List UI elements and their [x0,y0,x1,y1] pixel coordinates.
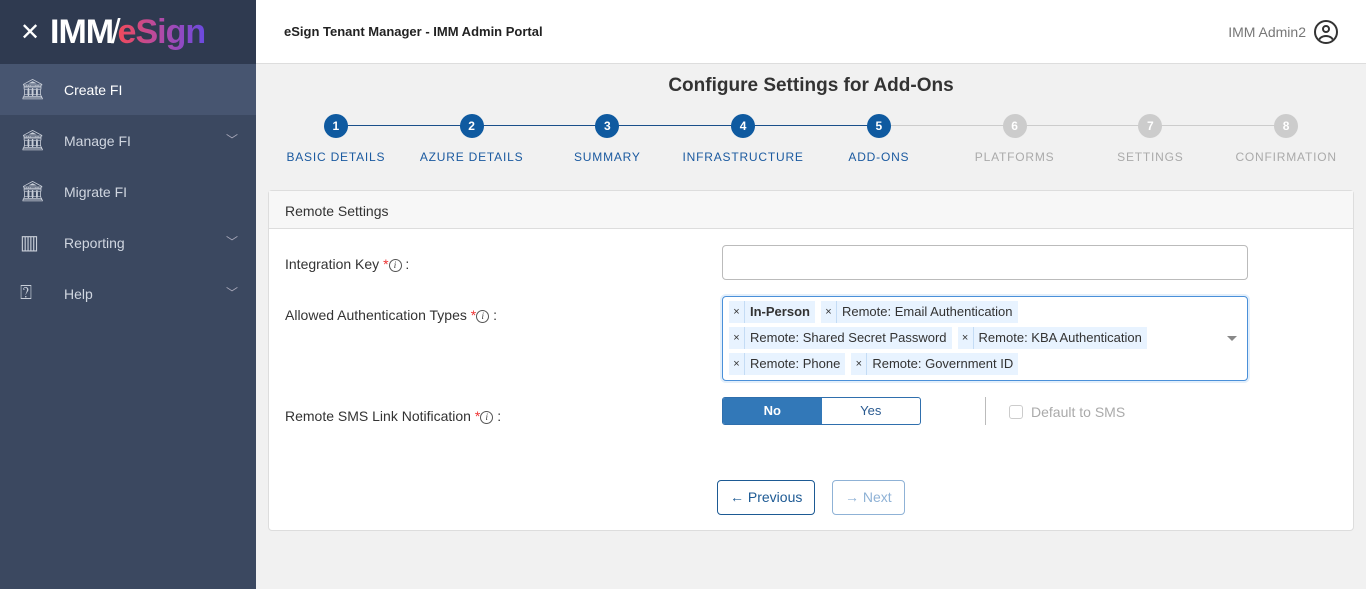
remove-chip-icon[interactable]: × [821,301,837,323]
sidebar-item-label: Create FI [64,81,123,98]
integration-key-input[interactable] [722,245,1248,280]
info-icon[interactable]: i [480,411,494,424]
auth-types-multiselect[interactable]: × In-Person × Remote: Email Authentication ×… [722,296,1248,381]
step-label: ADD-ONS [848,150,910,164]
step-7: 7 SETTINGS [1083,114,1287,164]
previous-button[interactable]: ← Previous [717,480,816,515]
default-sms-checkbox[interactable]: Default to SMS [1009,404,1125,420]
sidebar-item-label: Manage FI [64,132,131,149]
user-avatar-icon [1314,19,1338,44]
sidebar-item-help[interactable]: ⍰ Help ﹀ [0,268,256,319]
step-3: 3 SUMMARY [540,114,744,164]
step-connector [743,125,879,126]
step-number: 1 [323,114,348,138]
sms-label: Remote SMS Link Notification * i : [285,408,502,424]
step-6: 6 PLATFORMS [947,114,1151,164]
chip-label: Remote: Government ID [872,356,1014,371]
step-number: 2 [459,114,484,138]
step-number: 4 [731,114,756,138]
step-label: AZURE DETAILS [419,150,524,164]
integration-key-label: Integration Key * i : [285,256,410,272]
chip-label: Remote: Shared Secret Password [750,330,947,345]
help-bubble-icon: ⍰ [20,282,32,304]
checkbox-icon[interactable] [1009,405,1023,419]
remove-chip-icon[interactable]: × [729,301,745,323]
sidebar-item-manage-fi[interactable]: 🏛 Manage FI ﹀ [0,115,256,166]
step-connector [1014,125,1151,126]
remove-chip-icon[interactable]: × [851,353,868,375]
chip-label: Remote: KBA Authentication [978,330,1142,345]
sidebar-item-create-fi[interactable]: 🏛 Create FI [0,64,256,115]
auth-type-chip: × Remote: Government ID [851,353,1019,375]
step-connector [1150,125,1287,126]
remove-chip-icon[interactable]: × [729,353,745,375]
section-title: Remote Settings [269,191,1353,229]
step-label: INFRASTRUCTURE [682,150,804,164]
sidebar-item-label: Reporting [64,234,125,251]
chip-label: In-Person [750,304,810,319]
brand-bar: ✕ IMM / eSign [0,0,256,64]
remote-settings-card: Remote Settings Integration Key * i : All… [268,190,1354,531]
auth-type-chip: × Remote: Phone [729,353,846,375]
step-connector [335,125,472,126]
user-name: IMM Admin2 [1228,23,1306,40]
bank-plus-icon: 🏛 [20,79,46,101]
next-button[interactable]: → Next [832,480,905,515]
remove-chip-icon[interactable]: × [729,327,745,349]
step-connector [471,125,608,126]
step-number: 5 [866,114,891,138]
step-label: CONFIRMATION [1235,150,1337,164]
sidebar-item-label: Help [64,285,93,302]
bank-arrow-icon: 🏛 [20,181,46,203]
close-icon[interactable]: ✕ [20,18,41,46]
chevron-down-icon[interactable]: ﹀ [225,235,238,249]
auth-type-chip: × Remote: KBA Authentication [957,327,1147,349]
auth-type-chip: × Remote: Shared Secret Password [729,327,952,349]
step-1: 1 BASIC DETAILS [268,114,472,164]
top-bar: eSign Tenant Manager - IMM Admin Portal … [256,0,1366,64]
step-number: 7 [1138,114,1163,138]
step-2: 2 AZURE DETAILS [404,114,608,164]
auth-type-chip: × Remote: Email Authentication [820,301,1018,323]
chevron-down-icon[interactable]: ﹀ [225,133,238,147]
step-4: 4 INFRASTRUCTURE [675,114,879,164]
step-connector [607,125,744,126]
sidebar: ✕ IMM / eSign 🏛 Create FI 🏛 Manage FI ﹀ 🏛 Migrat… [0,0,256,589]
dropdown-caret-icon[interactable] [1227,336,1237,341]
bank-gear-icon: 🏛 [20,130,46,152]
stepper: 1 BASIC DETAILS 2 AZURE DETAILS 3 SUMMARY 4 INF… [268,114,1354,164]
step-connector [878,125,1015,126]
sidebar-item-label: Migrate FI [64,183,128,200]
chevron-down-icon[interactable]: ﹀ [225,286,238,300]
sms-no-option[interactable]: No [723,398,822,424]
step-5: 5 ADD-ONS [811,114,1015,164]
step-label: BASIC DETAILS [286,150,386,164]
page-title: Configure Settings for Add-Ons [668,75,954,96]
chip-label: Remote: Email Authentication [841,304,1013,319]
user-menu[interactable]: IMM Admin2 [1228,19,1338,44]
step-label: SETTINGS [1117,150,1184,164]
step-number: 6 [1002,114,1027,138]
step-number: 8 [1274,114,1299,138]
sms-toggle: No Yes [722,397,921,425]
info-icon[interactable]: i [476,310,490,323]
app-title: eSign Tenant Manager - IMM Admin Portal [284,24,543,39]
sms-yes-option[interactable]: Yes [860,403,882,418]
bar-chart-icon: ▥ [20,232,39,254]
chip-label: Remote: Phone [750,356,841,371]
info-icon[interactable]: i [388,259,402,272]
step-8: 8 CONFIRMATION [1218,114,1354,164]
sidebar-item-reporting[interactable]: ▥ Reporting ﹀ [0,217,256,268]
step-label: SUMMARY [574,150,641,164]
auth-type-chip: × In-Person [729,301,815,323]
sidebar-item-migrate-fi[interactable]: 🏛 Migrate FI [0,166,256,217]
remove-chip-icon[interactable]: × [958,327,974,349]
divider [985,397,986,425]
logo: IMM / eSign [50,12,206,51]
step-number: 3 [595,114,620,138]
step-label: PLATFORMS [974,150,1055,164]
auth-types-label: Allowed Authentication Types * i : [285,307,497,323]
